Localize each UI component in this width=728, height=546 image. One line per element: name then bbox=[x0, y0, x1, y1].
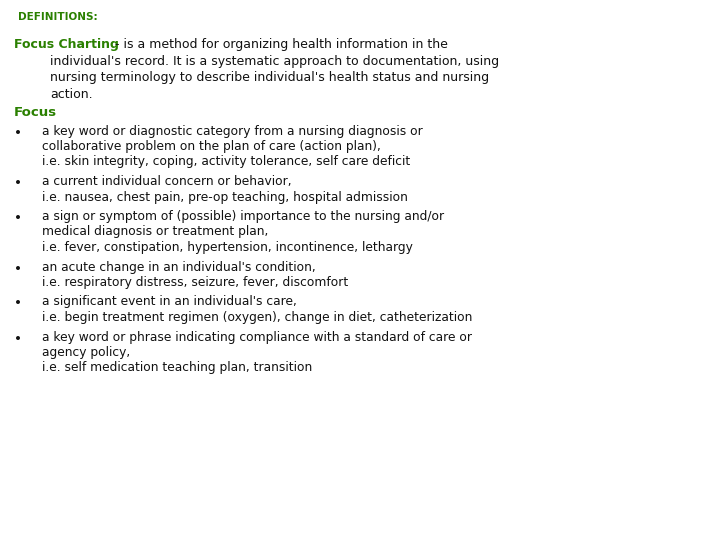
Text: a key word or diagnostic category from a nursing diagnosis or: a key word or diagnostic category from a… bbox=[42, 124, 423, 138]
Text: •: • bbox=[14, 262, 22, 276]
Text: a sign or symptom of (possible) importance to the nursing and/or: a sign or symptom of (possible) importan… bbox=[42, 210, 444, 223]
Text: - is a method for organizing health information in the: - is a method for organizing health info… bbox=[111, 38, 448, 51]
Text: i.e. self medication teaching plan, transition: i.e. self medication teaching plan, tran… bbox=[42, 361, 312, 375]
Text: action.: action. bbox=[50, 87, 92, 100]
Text: medical diagnosis or treatment plan,: medical diagnosis or treatment plan, bbox=[42, 225, 269, 239]
Text: Focus Charting: Focus Charting bbox=[14, 38, 119, 51]
Text: •: • bbox=[14, 176, 22, 190]
Text: •: • bbox=[14, 126, 22, 139]
Text: •: • bbox=[14, 211, 22, 225]
Text: •: • bbox=[14, 331, 22, 346]
Text: Focus: Focus bbox=[14, 106, 57, 119]
Text: a current individual concern or behavior,: a current individual concern or behavior… bbox=[42, 175, 292, 188]
Text: •: • bbox=[14, 296, 22, 311]
Text: nursing terminology to describe individual's health status and nursing: nursing terminology to describe individu… bbox=[50, 71, 489, 84]
Text: collaborative problem on the plan of care (action plan),: collaborative problem on the plan of car… bbox=[42, 140, 381, 153]
Text: i.e. skin integrity, coping, activity tolerance, self care deficit: i.e. skin integrity, coping, activity to… bbox=[42, 156, 411, 169]
Text: a significant event in an individual's care,: a significant event in an individual's c… bbox=[42, 295, 297, 308]
Text: a key word or phrase indicating compliance with a standard of care or: a key word or phrase indicating complian… bbox=[42, 330, 472, 343]
Text: i.e. nausea, chest pain, pre-op teaching, hospital admission: i.e. nausea, chest pain, pre-op teaching… bbox=[42, 191, 408, 204]
Text: DEFINITIONS:: DEFINITIONS: bbox=[18, 12, 98, 22]
Text: individual's record. It is a systematic approach to documentation, using: individual's record. It is a systematic … bbox=[50, 55, 499, 68]
Text: i.e. respiratory distress, seizure, fever, discomfort: i.e. respiratory distress, seizure, feve… bbox=[42, 276, 348, 289]
Text: i.e. fever, constipation, hypertension, incontinence, lethargy: i.e. fever, constipation, hypertension, … bbox=[42, 241, 413, 254]
Text: an acute change in an individual's condition,: an acute change in an individual's condi… bbox=[42, 260, 316, 274]
Text: i.e. begin treatment regimen (oxygen), change in diet, catheterization: i.e. begin treatment regimen (oxygen), c… bbox=[42, 311, 472, 324]
Text: agency policy,: agency policy, bbox=[42, 346, 130, 359]
